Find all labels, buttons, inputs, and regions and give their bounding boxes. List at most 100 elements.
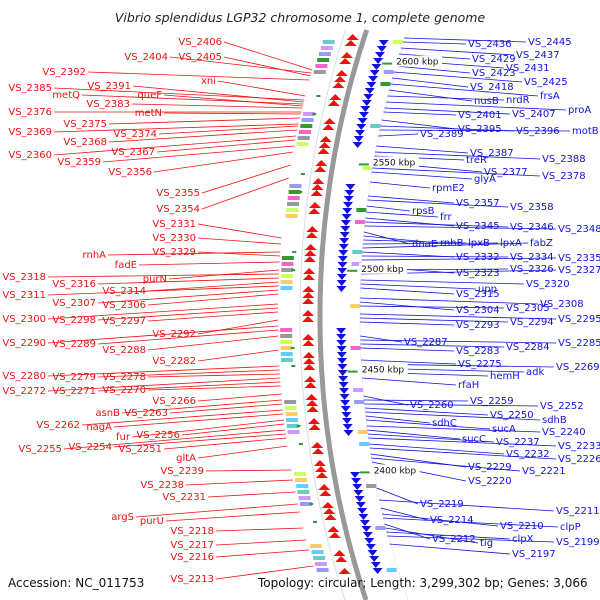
feature-block-right bbox=[353, 388, 364, 392]
tick-label-bg bbox=[359, 262, 408, 274]
feature-block-left bbox=[313, 70, 326, 74]
feature-block-left bbox=[299, 502, 312, 506]
gene-label-left: VS_2376 bbox=[8, 107, 52, 118]
gene-label-left: VS_2406 bbox=[178, 37, 222, 48]
leader-line-left bbox=[81, 409, 283, 426]
gene-label-right: VS_2332 bbox=[456, 252, 500, 263]
feature-arrow-left bbox=[303, 256, 316, 262]
feature-arrow-right bbox=[359, 520, 370, 526]
gene-label-right: VS_2259 bbox=[470, 396, 514, 407]
gene-label-right: VS_2429 bbox=[472, 54, 516, 65]
gene-label-left: fadE bbox=[115, 260, 137, 271]
gene-label-right: VS_2335 bbox=[558, 253, 600, 264]
gene-label-right: motB bbox=[572, 126, 599, 137]
feature-arrow-left bbox=[303, 364, 316, 370]
gene-label-right: VS_2327 bbox=[558, 265, 600, 276]
leader-line-left bbox=[97, 329, 279, 345]
gene-label-right: nrdR bbox=[506, 95, 530, 106]
leader-line-left bbox=[163, 437, 287, 450]
gene-label-left: VS_2282 bbox=[152, 356, 196, 367]
gene-label-left: VS_2290 bbox=[2, 338, 46, 349]
leader-line-right bbox=[360, 297, 539, 305]
leader-line-left bbox=[132, 85, 304, 103]
feature-block-right bbox=[354, 220, 365, 224]
feature-marker bbox=[316, 95, 321, 97]
gene-label-right: treR bbox=[466, 155, 487, 166]
leader-line-left bbox=[107, 251, 281, 256]
gene-label-left: VS_2239 bbox=[160, 466, 204, 477]
tick-label-bg bbox=[359, 363, 408, 375]
leader-line-left bbox=[156, 139, 296, 153]
gene-label-right: VS_2401 bbox=[458, 110, 502, 121]
feature-block-left bbox=[302, 112, 315, 116]
leader-line-right bbox=[376, 145, 469, 154]
leader-line-right bbox=[364, 407, 489, 416]
leader-line-right bbox=[361, 255, 509, 258]
feature-marker bbox=[290, 347, 295, 349]
feature-arrow-left bbox=[312, 178, 325, 184]
gene-label-right: VS_2396 bbox=[516, 126, 560, 137]
feature-arrow-left bbox=[319, 136, 332, 142]
leader-line-left bbox=[223, 41, 313, 71]
feature-block-left bbox=[288, 190, 301, 194]
gene-label-left: VS_2405 bbox=[178, 52, 222, 63]
leader-line-right bbox=[389, 543, 511, 555]
leader-line-right bbox=[364, 221, 509, 228]
gene-label-right: VS_2275 bbox=[458, 359, 502, 370]
feature-arrow-right bbox=[361, 100, 372, 106]
gene-label-right: VS_2293 bbox=[456, 320, 500, 331]
gene-label-right: clpX bbox=[512, 534, 534, 545]
feature-arrow-right bbox=[342, 424, 353, 430]
leader-line-left bbox=[163, 112, 301, 115]
leader-line-right bbox=[360, 339, 557, 344]
gene-label-right: VS_2233 bbox=[558, 441, 600, 452]
feature-arrow-left bbox=[304, 376, 317, 382]
gene-label-left: VS_2369 bbox=[8, 127, 52, 138]
feature-marker bbox=[312, 113, 317, 115]
gene-label-right: VS_2305 bbox=[506, 303, 550, 314]
gene-label-left: VS_2311 bbox=[2, 290, 46, 301]
gene-label-left: VS_2375 bbox=[63, 119, 107, 130]
gene-label-right: VS_2345 bbox=[456, 221, 500, 232]
feature-marker bbox=[292, 251, 297, 253]
feature-marker bbox=[291, 365, 296, 367]
feature-arrow-right bbox=[340, 226, 351, 232]
leader-line-right bbox=[380, 125, 515, 132]
leader-line-right bbox=[403, 37, 527, 43]
leader-line-left bbox=[47, 273, 279, 278]
feature-marker bbox=[298, 443, 303, 445]
feature-block-left bbox=[322, 40, 335, 44]
leader-line-right bbox=[387, 535, 555, 543]
feature-block-right bbox=[356, 208, 367, 212]
gene-label-left: VS_2255 bbox=[18, 444, 62, 455]
feature-arrow-right bbox=[336, 286, 347, 292]
leader-line-left bbox=[97, 289, 279, 304]
feature-arrow-left bbox=[303, 358, 316, 364]
gene-label-left: VS_2266 bbox=[152, 396, 196, 407]
leader-line-left bbox=[97, 369, 280, 378]
gene-label-left: VS_2392 bbox=[42, 67, 86, 78]
feature-arrow-right bbox=[354, 496, 365, 502]
gene-label-left: rnhA bbox=[83, 250, 107, 261]
gene-label-left: metQ bbox=[52, 90, 80, 101]
feature-arrow-left bbox=[302, 316, 315, 322]
gene-label-right: VS_2418 bbox=[470, 82, 514, 93]
leader-line-right bbox=[390, 83, 539, 97]
tick-label-bg bbox=[394, 55, 443, 67]
feature-arrow-left bbox=[334, 76, 347, 82]
gene-label-right: rfaH bbox=[458, 380, 479, 391]
leader-line-right bbox=[365, 415, 431, 424]
feature-arrow-left bbox=[303, 268, 316, 274]
leader-line-right bbox=[367, 429, 461, 440]
leader-line-right bbox=[364, 225, 557, 230]
leader-line-right bbox=[360, 283, 477, 290]
gene-label-right: VS_2283 bbox=[456, 346, 500, 357]
leader-line-left bbox=[197, 251, 281, 257]
gene-label-left: VS_2354 bbox=[156, 204, 200, 215]
gene-label-right: VS_2315 bbox=[456, 289, 500, 300]
gene-label-left: asnB bbox=[95, 408, 120, 419]
feature-block-left bbox=[295, 478, 308, 482]
feature-arrow-right bbox=[364, 88, 375, 94]
feature-arrow-right bbox=[356, 124, 367, 130]
gene-label-right: glyA bbox=[474, 174, 496, 185]
